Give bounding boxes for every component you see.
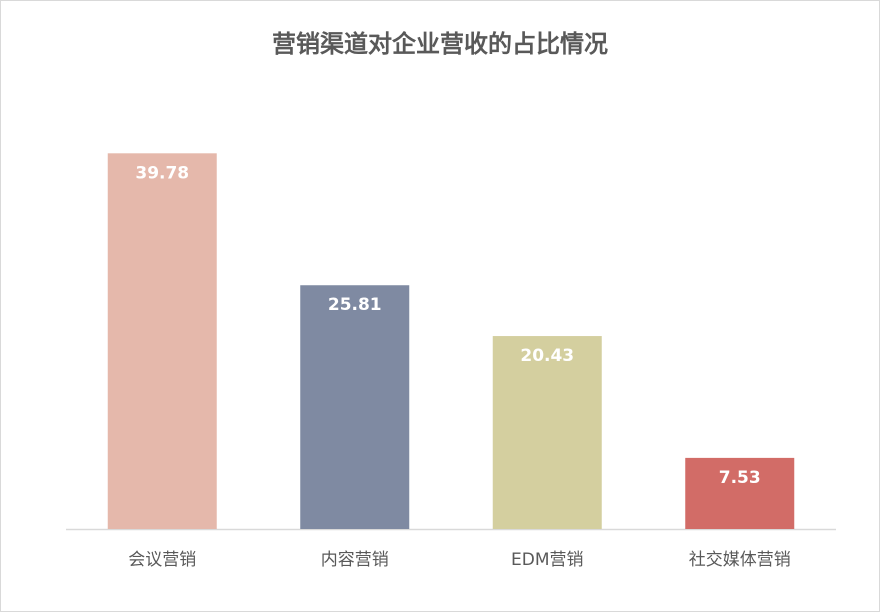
bar xyxy=(107,153,217,530)
data-label: 25.81 xyxy=(328,295,382,315)
bar xyxy=(685,457,795,529)
x-tick-label: 社交媒体营销 xyxy=(689,550,791,570)
data-label: 39.78 xyxy=(135,163,189,183)
bar xyxy=(492,336,602,529)
data-label: 20.43 xyxy=(520,346,574,366)
data-label: 7.53 xyxy=(719,468,761,488)
x-tick-label: EDM营销 xyxy=(511,550,584,570)
bar xyxy=(300,285,410,529)
x-tick-label: 会议营销 xyxy=(128,550,196,570)
x-tick-label: 内容营销 xyxy=(321,550,389,570)
chart-title: 营销渠道对企业营收的占比情况 xyxy=(272,30,608,58)
